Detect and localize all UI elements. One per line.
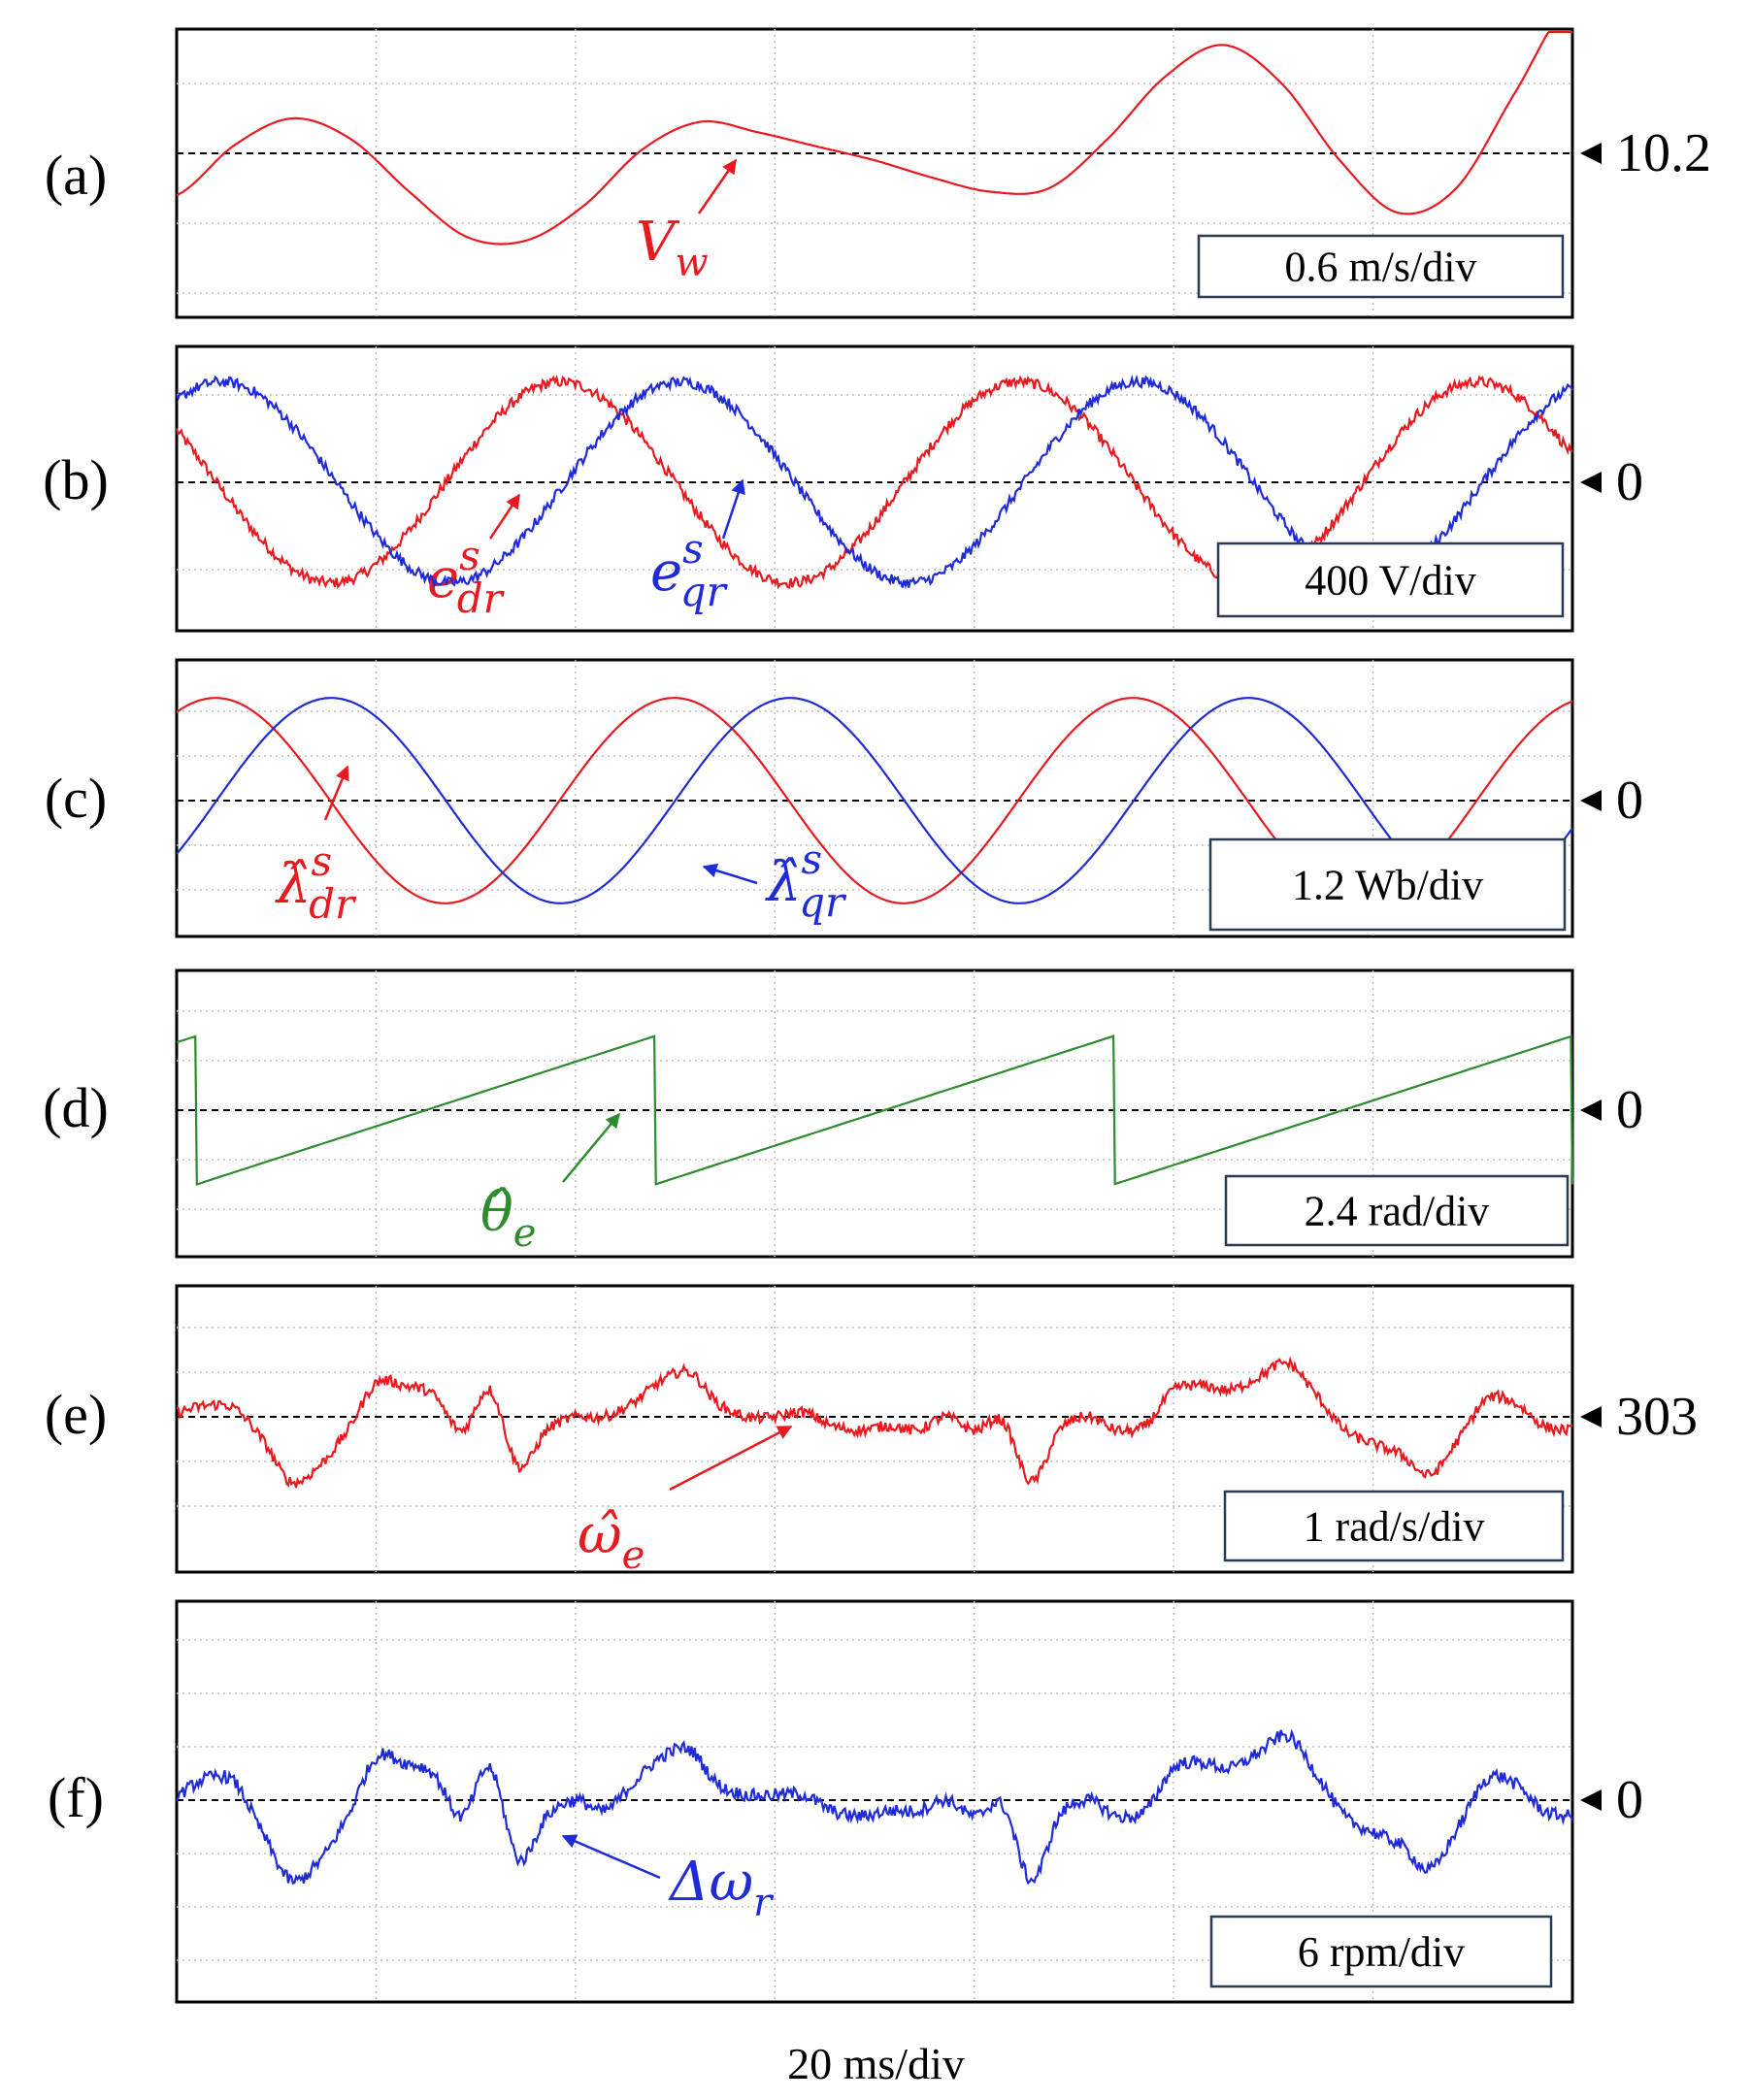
reference-marker-icon (1580, 143, 1602, 164)
trace-label-arrow (323, 765, 349, 821)
reference-value: 0 (1616, 1770, 1643, 1830)
trace-label-symbol: λ̂ (275, 853, 312, 916)
trace-label-symbol: ω̂ (578, 1503, 622, 1566)
trace-label-superscript: s (682, 525, 704, 573)
trace-label: Vw (636, 211, 709, 285)
trace-label-symbol: θ̂ (480, 1181, 513, 1244)
panel-a: Vw 0.6 m/s/div (a) 10.2 (45, 27, 1711, 319)
trace-label-symbol: Δω (668, 1851, 753, 1914)
reference-marker-icon (1580, 472, 1602, 493)
trace-label: Δωr (668, 1851, 775, 1925)
trace-label-subscript: e (622, 1533, 645, 1578)
panel-f: Δωr 6 rpm/div (f) 0 (48, 1599, 1643, 2004)
trace-e-0 (176, 1356, 1573, 1489)
trace-label-subscript: qr (799, 878, 847, 926)
scale-box (1223, 1490, 1565, 1562)
scale-box (1216, 541, 1565, 618)
trace-label-symbol: e (650, 541, 682, 604)
scale-box (1209, 1915, 1553, 1988)
panel-label: (b) (43, 448, 109, 511)
trace-label-arrow (669, 1425, 793, 1492)
scale-label: 6 rpm/div (1298, 1928, 1465, 1976)
trace-label: es qr (650, 525, 729, 615)
reference-value: 0 (1616, 452, 1643, 512)
panel-b: es dr es qr 400 V/div(b) 0 (43, 345, 1643, 633)
reference-value: 10.2 (1616, 123, 1711, 183)
trace-label-arrow (562, 1112, 620, 1183)
trace-label-subscript: e (513, 1211, 537, 1256)
trace-label-symbol: λ̂ (765, 851, 802, 914)
reference-value: 0 (1616, 1080, 1643, 1140)
panel-label: (c) (45, 767, 107, 830)
scale-label: 1 rad/s/div (1304, 1503, 1485, 1551)
trace-label: λ̂s qr (765, 836, 847, 926)
trace-f-0 (175, 1728, 1573, 1886)
trace-label-arrow (702, 863, 758, 885)
trace-label: ω̂e (578, 1503, 645, 1578)
panel-label: (f) (48, 1766, 104, 1829)
panel-c: λ̂s dr λ̂s qr 1.2 Wb/div(c) 0 (45, 658, 1643, 938)
trace-label-superscript: s (312, 837, 333, 885)
panel-e: ω̂e 1 rad/s/div (e) 303 (45, 1284, 1698, 1578)
scale-label: 2.4 rad/div (1305, 1188, 1490, 1235)
trace-label-arrow (721, 478, 745, 540)
trace-label-subscript: r (753, 1881, 775, 1925)
reference-value: 303 (1616, 1387, 1698, 1447)
panel-label: (e) (45, 1383, 107, 1446)
trace-label: θ̂e (480, 1181, 536, 1256)
trace-label-arrow (488, 493, 521, 540)
reference-marker-icon (1580, 790, 1602, 811)
trace-label-subscript: dr (309, 880, 357, 928)
scale-label: 400 V/div (1305, 557, 1475, 605)
reference-marker-icon (1580, 1789, 1602, 1811)
scale-box (1224, 1174, 1570, 1247)
scale-box (1197, 234, 1565, 299)
trace-label-superscript: s (459, 532, 480, 579)
trace-a-0 (176, 30, 1572, 246)
scale-label: 1.2 Wb/div (1292, 862, 1483, 909)
reference-marker-icon (1580, 1099, 1602, 1121)
trace-label-subscript: qr (680, 568, 729, 615)
trace-label-arrow (697, 158, 738, 214)
scale-label: 0.6 m/s/div (1284, 244, 1476, 291)
scale-box (1208, 837, 1567, 932)
time-scale-label: 20 ms/div (787, 2039, 965, 2088)
panel-label: (a) (45, 144, 107, 207)
reference-value: 0 (1616, 771, 1643, 831)
trace-label-symbol: V (636, 211, 680, 274)
trace-label-subscript: w (675, 241, 708, 285)
trace-label: λ̂s dr (275, 837, 357, 928)
panel-d: θ̂e 2.4 rad/div (d) 0 (43, 968, 1643, 1259)
trace-d-0 (176, 1034, 1574, 1186)
trace-label-superscript: s (802, 836, 823, 883)
reference-marker-icon (1580, 1406, 1602, 1427)
trace-b-0 (175, 374, 1573, 590)
trace-c-1 (176, 697, 1573, 904)
panel-label: (d) (43, 1076, 109, 1139)
trace-label-arrow (561, 1834, 661, 1880)
